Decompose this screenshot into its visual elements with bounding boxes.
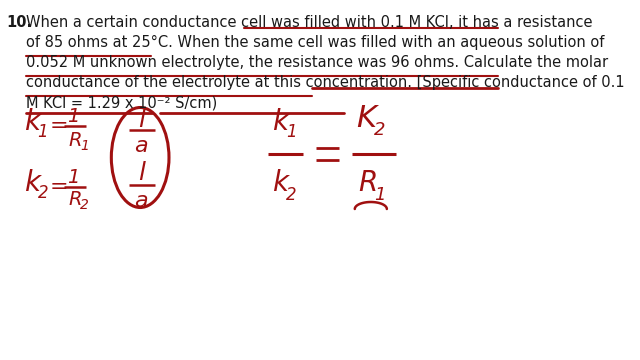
Text: R: R <box>358 169 377 197</box>
Text: a: a <box>134 136 148 156</box>
Text: 0.052 M unknown electrolyte, the resistance was 96 ohms. Calculate the molar: 0.052 M unknown electrolyte, the resista… <box>26 55 608 70</box>
Text: 2: 2 <box>286 186 296 204</box>
Text: l: l <box>138 161 145 185</box>
Text: 10.: 10. <box>6 15 33 30</box>
Text: 2: 2 <box>80 198 89 212</box>
Text: k: k <box>272 169 289 197</box>
Text: R: R <box>69 131 83 149</box>
Text: k: k <box>24 169 40 197</box>
Text: 1: 1 <box>67 107 80 126</box>
Text: k: k <box>272 108 289 136</box>
Text: l: l <box>138 108 145 132</box>
Text: 1: 1 <box>374 186 385 204</box>
Text: 1: 1 <box>38 123 48 141</box>
Text: of 85 ohms at 25°C. When the same cell was filled with an aqueous solution of: of 85 ohms at 25°C. When the same cell w… <box>26 35 604 50</box>
Text: a: a <box>134 191 148 211</box>
Text: 2: 2 <box>38 184 48 202</box>
Text: 1: 1 <box>67 167 80 186</box>
Text: =: = <box>50 177 68 197</box>
Text: 2: 2 <box>374 121 385 139</box>
Text: M KCl = 1.29 x 10⁻² S/cm): M KCl = 1.29 x 10⁻² S/cm) <box>26 95 217 110</box>
Text: conductance of the electrolyte at this concentration. [Specific conductance of 0: conductance of the electrolyte at this c… <box>26 75 624 90</box>
Text: K: K <box>356 104 376 132</box>
Text: R: R <box>69 189 83 208</box>
Text: 1: 1 <box>286 123 296 141</box>
Text: When a certain conductance cell was filled with 0.1 M KCl, it has a resistance: When a certain conductance cell was fill… <box>26 15 592 30</box>
Text: 1: 1 <box>80 139 89 153</box>
Text: =: = <box>50 116 68 136</box>
Text: k: k <box>24 108 40 136</box>
